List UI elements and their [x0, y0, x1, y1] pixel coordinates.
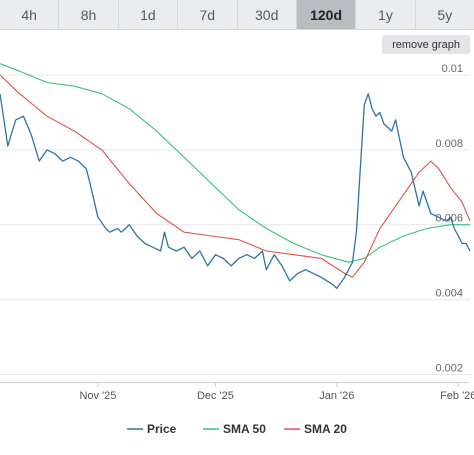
tab-7d[interactable]: 7d [178, 0, 238, 29]
legend-label-price: Price [147, 422, 177, 436]
legend-label-sma-50: SMA 50 [223, 422, 266, 436]
x-tick-label: Nov '25 [79, 390, 116, 402]
tab-4h[interactable]: 4h [0, 0, 60, 29]
tab-1d[interactable]: 1d [119, 0, 179, 29]
price-series-line [0, 93, 471, 290]
y-tick-label: 0.002 [435, 363, 463, 375]
y-tick-label: 0.004 [435, 288, 463, 300]
tab-1y[interactable]: 1y [356, 0, 416, 29]
tab-120d[interactable]: 120d [296, 0, 357, 29]
remove-graph-button[interactable]: remove graph [382, 35, 470, 54]
tab-5y[interactable]: 5y [437, 6, 453, 23]
y-tick-label: 0.008 [435, 138, 463, 150]
tab-8h[interactable]: 8h [59, 0, 119, 29]
sma-20-series-line [0, 74, 471, 278]
x-tick-label: Feb '26 [440, 390, 474, 402]
y-tick-label: 0.01 [442, 63, 463, 75]
x-tick-label: Jan '26 [319, 390, 354, 402]
sma-50-series-line [0, 63, 470, 263]
x-tick-label: Dec '25 [197, 390, 234, 402]
timeframe-tabs: 4h 8h 1d 7d 30d 120d 1y 5y [0, 0, 474, 30]
legend-label-sma-20: SMA 20 [304, 422, 347, 436]
tab-30d[interactable]: 30d [238, 0, 297, 29]
